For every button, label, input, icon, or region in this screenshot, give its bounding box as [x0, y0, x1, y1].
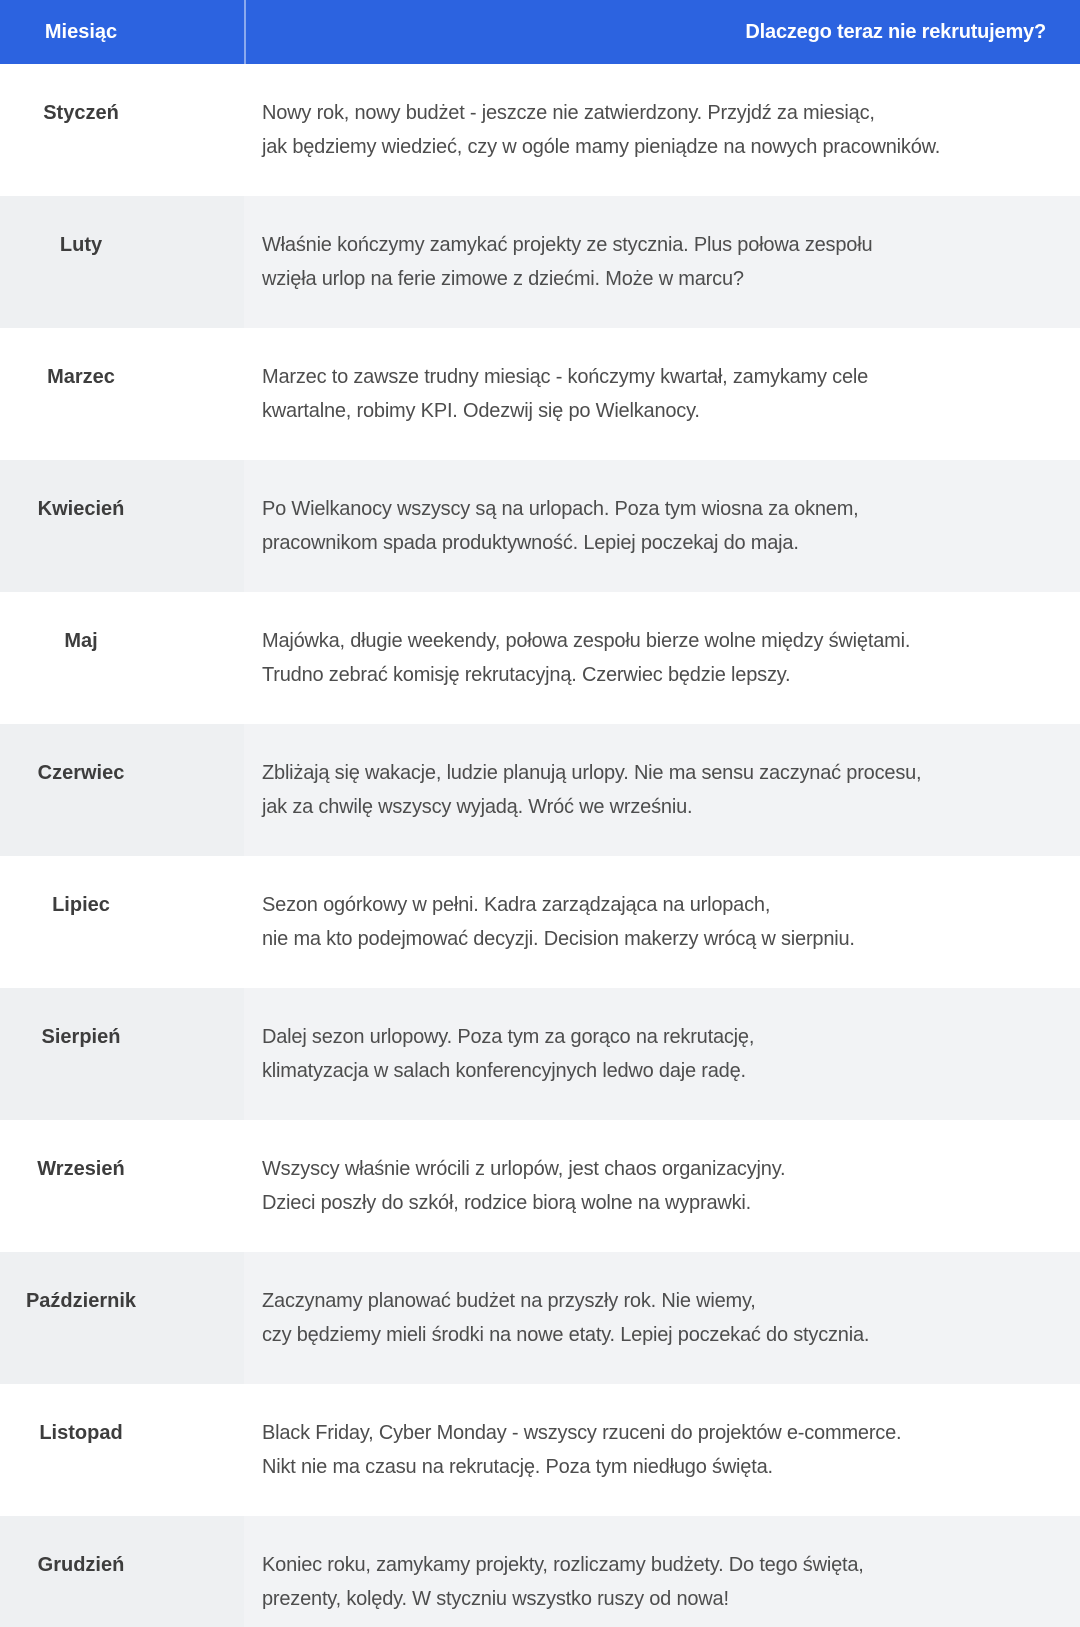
table-row-december: Grudzień Koniec roku, zamykamy projekty,…	[0, 1516, 1080, 1627]
reason-text: Zaczynamy planować budżet na przyszły ro…	[244, 1252, 1080, 1384]
table-body: Styczeń Nowy rok, nowy budżet - jeszcze …	[0, 64, 1080, 1627]
reason-text: Sezon ogórkowy w pełni. Kadra zarządzają…	[262, 894, 855, 950]
table-row-january: Styczeń Nowy rok, nowy budżet - jeszcze …	[0, 64, 1080, 196]
reason-text: Nowy rok, nowy budżet - jeszcze nie zatw…	[262, 102, 941, 158]
reason-text: Właśnie kończymy zamykać projekty ze sty…	[244, 196, 1080, 328]
month-label: Styczeń	[43, 102, 119, 124]
table-row-november: Listopad Black Friday, Cyber Monday - ws…	[0, 1384, 1080, 1516]
header-cell-reason: Dlaczego teraz nie rekrutujemy?	[244, 0, 1080, 64]
table-row-february: Luty Właśnie kończymy zamykać projekty z…	[0, 196, 1080, 328]
month-label: Luty	[0, 196, 244, 328]
table-row-july: Lipiec Sezon ogórkowy w pełni. Kadra zar…	[0, 856, 1080, 988]
month-label: Czerwiec	[0, 724, 244, 856]
table-row-may: Maj Majówka, długie weekendy, połowa zes…	[0, 592, 1080, 724]
reason-text: Marzec to zawsze trudny miesiąc - kończy…	[262, 366, 869, 422]
reason-text: Koniec roku, zamykamy projekty, rozlicza…	[244, 1516, 1080, 1627]
table-row-september: Wrzesień Wszyscy właśnie wrócili z urlop…	[0, 1120, 1080, 1252]
reason-text: Wszyscy właśnie wrócili z urlopów, jest …	[262, 1158, 786, 1214]
month-label: Październik	[0, 1252, 244, 1384]
header-cell-month: Miesiąc	[44, 21, 118, 43]
table-row-august: Sierpień Dalej sezon urlopowy. Poza tym …	[0, 988, 1080, 1120]
reason-text: Black Friday, Cyber Monday - wszyscy rzu…	[262, 1422, 902, 1478]
table-row-october: Październik Zaczynamy planować budżet na…	[0, 1252, 1080, 1384]
table-row-march: Marzec Marzec to zawsze trudny miesiąc -…	[0, 328, 1080, 460]
month-label: Lipiec	[52, 894, 110, 916]
month-label: Wrzesień	[37, 1158, 125, 1180]
table-row-april: Kwiecień Po Wielkanocy wszyscy są na url…	[0, 460, 1080, 592]
reason-text: Dalej sezon urlopowy. Poza tym za gorąco…	[244, 988, 1080, 1120]
reason-text: Po Wielkanocy wszyscy są na urlopach. Po…	[244, 460, 1080, 592]
table-header-row: Miesiąc Dlaczego teraz nie rekrutujemy?	[0, 0, 1080, 64]
reason-text: Zbliżają się wakacje, ludzie planują url…	[244, 724, 1080, 856]
month-label: Listopad	[39, 1422, 123, 1444]
month-label: Maj	[64, 630, 98, 652]
month-label: Sierpień	[0, 988, 244, 1120]
month-label: Grudzień	[0, 1516, 244, 1627]
table-row-june: Czerwiec Zbliżają się wakacje, ludzie pl…	[0, 724, 1080, 856]
reason-text: Majówka, długie weekendy, połowa zespołu…	[262, 630, 911, 686]
month-label: Marzec	[47, 366, 115, 388]
month-label: Kwiecień	[0, 460, 244, 592]
